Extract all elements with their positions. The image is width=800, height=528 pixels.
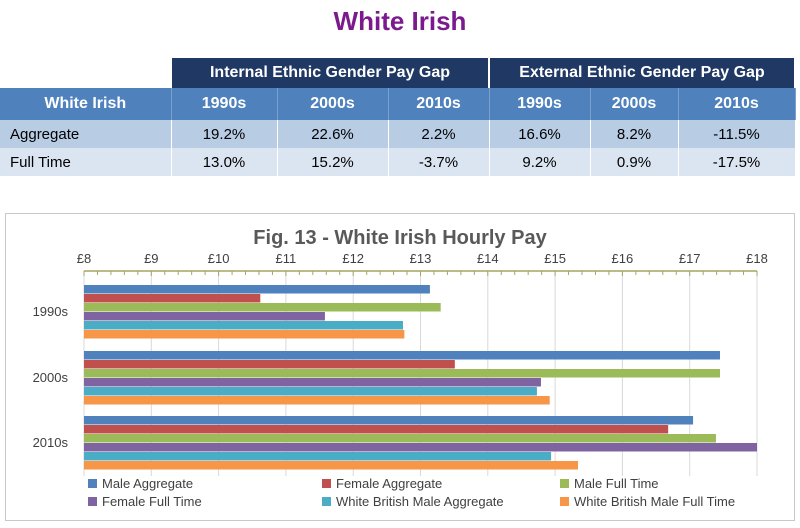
x-tick-label: £15	[544, 251, 566, 266]
bar-female-aggregate	[84, 294, 261, 303]
cell: -3.7%	[388, 148, 490, 176]
cell: 22.6%	[277, 120, 389, 148]
legend-swatch	[88, 497, 97, 506]
cell: 16.6%	[489, 120, 591, 148]
bar-male-full-time	[84, 369, 720, 378]
x-tick-label: £12	[342, 251, 364, 266]
cell: -11.5%	[678, 120, 796, 148]
bar-male-full-time	[84, 434, 716, 443]
column-header: 1990s	[489, 88, 591, 120]
column-header: 2000s	[590, 88, 679, 120]
category-label: 2000s	[33, 370, 69, 385]
bar-male-aggregate	[84, 285, 430, 294]
x-tick-label: £8	[77, 251, 91, 266]
legend-label: Male Full Time	[574, 476, 659, 491]
x-tick-label: £16	[612, 251, 634, 266]
legend-swatch	[322, 479, 331, 488]
x-tick-label: £11	[276, 251, 297, 266]
category-label: 2010s	[33, 435, 69, 450]
chart-frame	[5, 213, 795, 521]
bar-female-full-time	[84, 312, 325, 321]
cell: 0.9%	[590, 148, 679, 176]
legend-swatch	[322, 497, 331, 506]
x-tick-label: £17	[679, 251, 701, 266]
page-title: White Irish	[333, 6, 467, 36]
blank-header	[0, 58, 172, 88]
table-row: Full Time 13.0% 15.2% -3.7% 9.2% 0.9% -1…	[0, 148, 796, 176]
legend-label: Male Aggregate	[102, 476, 193, 491]
bar-female-aggregate	[84, 425, 669, 434]
column-header: 2010s	[678, 88, 796, 120]
legend-label: Female Aggregate	[336, 476, 442, 491]
bar-female-full-time	[84, 443, 757, 452]
column-header: 2000s	[277, 88, 389, 120]
external-gap-header: External Ethnic Gender Pay Gap	[489, 58, 796, 88]
x-tick-label: £10	[208, 251, 230, 266]
cell: 2.2%	[388, 120, 490, 148]
bar-male-aggregate	[84, 351, 720, 360]
x-tick-label: £14	[477, 251, 499, 266]
bar-male-full-time	[84, 303, 441, 312]
legend-label: White British Male Full Time	[574, 494, 735, 509]
cell: 15.2%	[277, 148, 389, 176]
row-header: White Irish	[0, 88, 172, 120]
row-label: Full Time	[0, 148, 172, 176]
bar-white-british-male-full-time	[84, 330, 405, 339]
pay-gap-table: Internal Ethnic Gender Pay Gap External …	[0, 58, 796, 176]
bar-white-british-male-full-time	[84, 461, 578, 470]
bar-white-british-male-full-time	[84, 396, 550, 405]
cell: 9.2%	[489, 148, 591, 176]
x-tick-label: £9	[144, 251, 158, 266]
bar-female-aggregate	[84, 360, 455, 369]
chart-title: Fig. 13 - White Irish Hourly Pay	[253, 227, 547, 249]
x-tick-label: £18	[746, 251, 768, 266]
legend-swatch	[88, 479, 97, 488]
row-label: Aggregate	[0, 120, 172, 148]
bar-white-british-male-aggregate	[84, 452, 552, 461]
legend-label: Female Full Time	[102, 494, 202, 509]
table-row: Aggregate 19.2% 22.6% 2.2% 16.6% 8.2% -1…	[0, 120, 796, 148]
cell: 19.2%	[171, 120, 278, 148]
column-header: 1990s	[171, 88, 278, 120]
cell: 13.0%	[171, 148, 278, 176]
legend-label: White British Male Aggregate	[336, 494, 504, 509]
legend-swatch	[560, 479, 569, 488]
bar-male-aggregate	[84, 416, 694, 425]
column-header: 2010s	[388, 88, 490, 120]
cell: 8.2%	[590, 120, 679, 148]
bar-white-british-male-aggregate	[84, 387, 537, 396]
bar-white-british-male-aggregate	[84, 321, 404, 330]
cell: -17.5%	[678, 148, 796, 176]
category-label: 1990s	[33, 304, 69, 319]
bar-female-full-time	[84, 378, 541, 387]
x-tick-label: £13	[410, 251, 432, 266]
legend-swatch	[560, 497, 569, 506]
internal-gap-header: Internal Ethnic Gender Pay Gap	[171, 58, 490, 88]
